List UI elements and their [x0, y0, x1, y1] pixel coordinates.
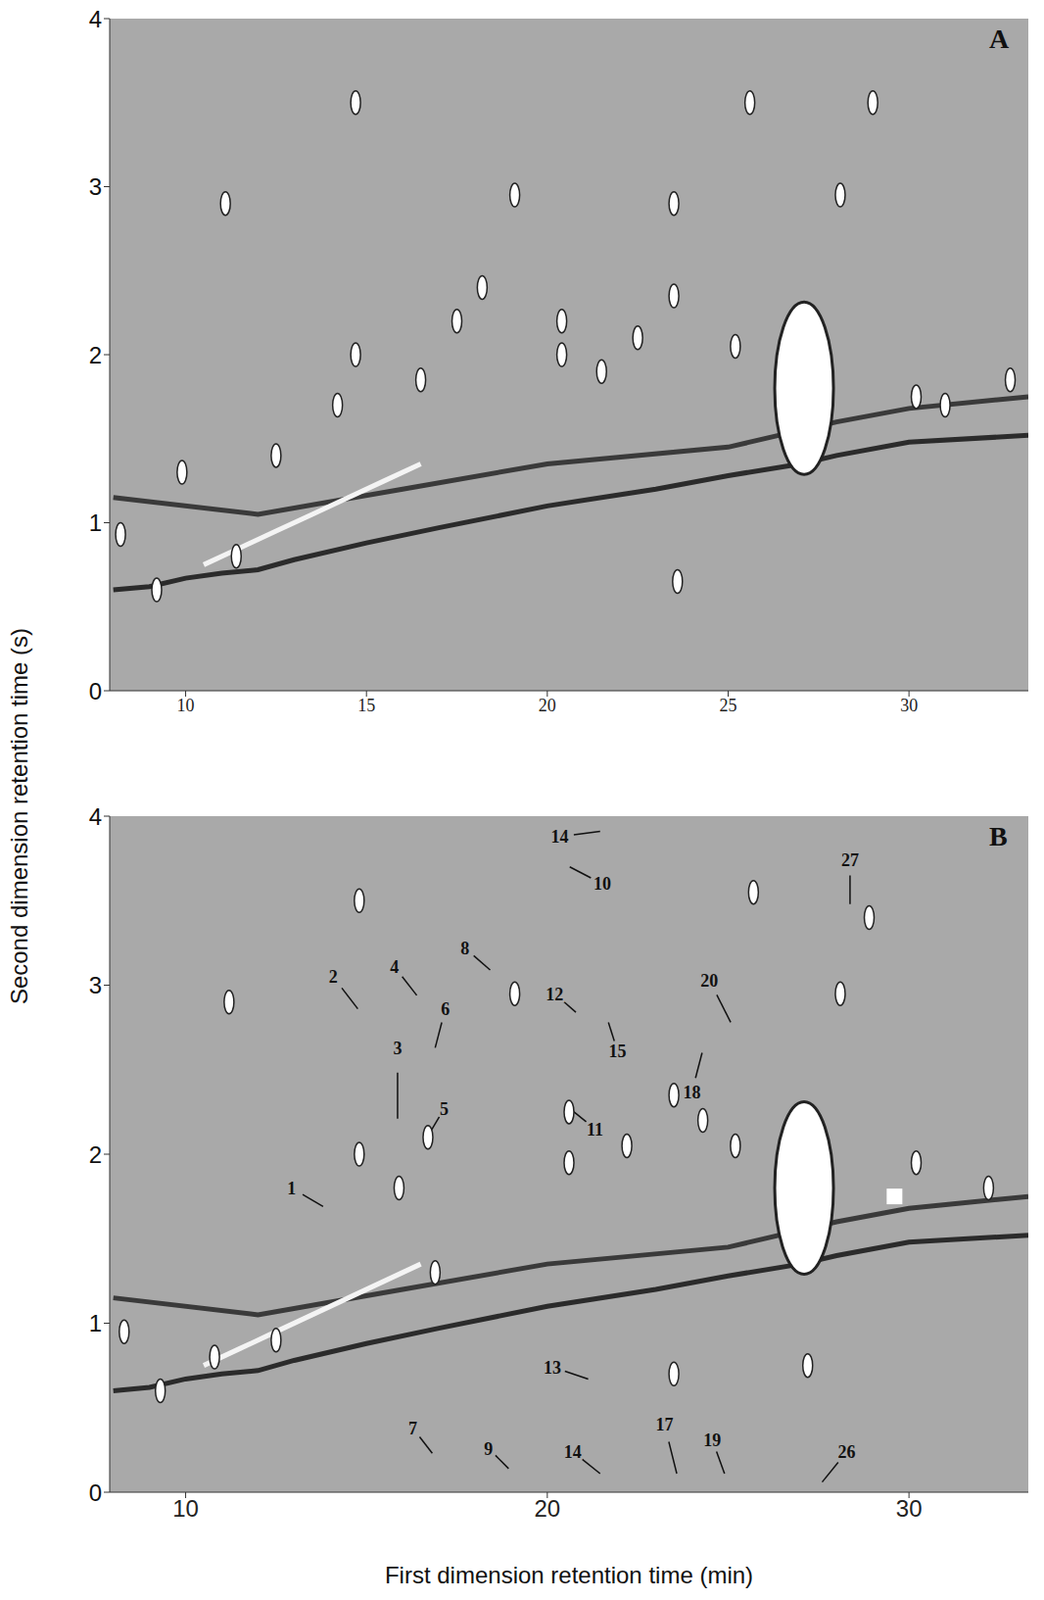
svg-text:19: 19 — [703, 1429, 721, 1450]
svg-text:15: 15 — [357, 695, 376, 715]
svg-text:0: 0 — [89, 1478, 102, 1506]
svg-text:1: 1 — [89, 1309, 102, 1336]
html-text:B: B — [989, 820, 1008, 852]
svg-text:2: 2 — [89, 341, 102, 369]
svg-text:3: 3 — [89, 173, 102, 200]
svg-text:14: 14 — [564, 1441, 582, 1462]
svg-text:1: 1 — [286, 1178, 296, 1198]
svg-text:13: 13 — [543, 1357, 562, 1377]
svg-text:3: 3 — [89, 971, 102, 998]
svg-text:10: 10 — [593, 873, 612, 894]
svg-text:20: 20 — [700, 970, 718, 991]
svg-text:15: 15 — [608, 1041, 626, 1061]
svg-text:30: 30 — [896, 1494, 923, 1521]
svg-text:4: 4 — [89, 803, 102, 830]
svg-text:Second dimension retention tim: Second dimension retention time (s) — [5, 627, 33, 1004]
svg-text:10: 10 — [172, 1494, 199, 1521]
svg-text:5: 5 — [439, 1098, 449, 1119]
svg-text:17: 17 — [655, 1414, 673, 1434]
svg-text:12: 12 — [545, 984, 564, 1004]
svg-text:20: 20 — [538, 695, 557, 715]
svg-text:1: 1 — [89, 509, 102, 536]
svg-text:30: 30 — [900, 695, 918, 715]
svg-text:18: 18 — [683, 1082, 702, 1102]
svg-text:6: 6 — [440, 998, 450, 1019]
html-text:A: A — [989, 23, 1009, 54]
svg-text:25: 25 — [718, 695, 737, 715]
svg-text:8: 8 — [460, 938, 470, 958]
svg-text:7: 7 — [408, 1418, 418, 1438]
svg-text:10: 10 — [177, 695, 195, 715]
svg-text:20: 20 — [533, 1494, 561, 1521]
svg-text:3: 3 — [392, 1038, 402, 1058]
svg-text:9: 9 — [483, 1438, 493, 1459]
svg-text:2: 2 — [89, 1140, 102, 1168]
svg-text:11: 11 — [586, 1119, 604, 1139]
svg-text:26: 26 — [838, 1441, 856, 1462]
svg-text:4: 4 — [89, 5, 102, 33]
svg-text:2: 2 — [329, 966, 338, 987]
svg-text:0: 0 — [89, 677, 102, 705]
svg-text:First dimension retention time: First dimension retention time (min) — [384, 1561, 754, 1588]
svg-text:4: 4 — [389, 956, 399, 977]
svg-text:27: 27 — [841, 850, 859, 870]
svg-text:14: 14 — [550, 826, 569, 847]
